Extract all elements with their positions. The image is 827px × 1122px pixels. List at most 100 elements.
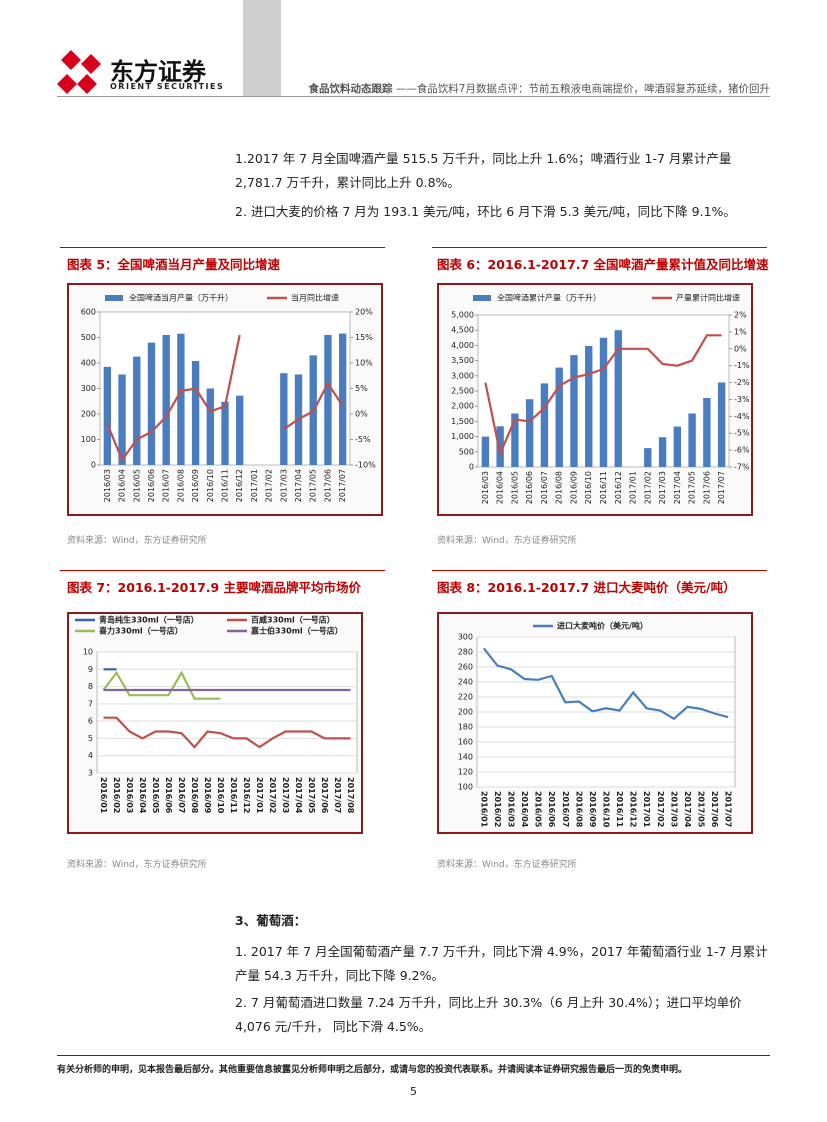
y2-tick-label: -6%: [734, 446, 750, 455]
x-tick-label: 2016/09: [588, 791, 597, 828]
bar: [324, 334, 332, 465]
paragraph: 1.2017 年 7 月全国啤酒产量 515.5 万千升，同比上升 1.6%；啤…: [235, 151, 732, 190]
chart-source: 资料来源：Wind，东方证券研究所: [67, 536, 207, 546]
bar: [191, 360, 200, 465]
chart-title: 图表 8：2016.1-2017.7 进口大麦吨价（美元/吨）: [437, 580, 736, 595]
header-rule: [57, 96, 770, 97]
y-tick-label: 120: [458, 768, 473, 777]
x-tick-label: 2016/03: [103, 469, 112, 502]
x-tick-label: 2017/04: [294, 777, 303, 814]
chart-source: 资料来源：Wind，东方证券研究所: [437, 536, 577, 546]
plot-area: [96, 651, 358, 774]
x-tick-label: 2016/06: [547, 791, 556, 828]
y-tick-label: 400: [81, 359, 96, 368]
x-tick-label: 2016/11: [599, 471, 608, 504]
x-tick-label: 2016/10: [216, 777, 225, 814]
y-tick-label: 3,000: [451, 371, 474, 380]
x-tick-label: 2016/11: [229, 777, 238, 814]
x-tick-label: 2016/07: [177, 777, 186, 813]
x-tick-label: 2016/10: [584, 471, 593, 504]
y-tick-label: 9: [88, 665, 93, 674]
chart: 0 500 1,000 1,500 2,000 2,500 3,000 3,500 4,000 4…: [437, 283, 753, 516]
legend-swatch: [473, 295, 491, 301]
x-tick-label: 2016/12: [614, 471, 623, 504]
y2-tick-label: 20%: [355, 308, 373, 317]
x-tick-label: 2017/06: [702, 471, 711, 504]
y-tick-label: 0: [91, 461, 96, 470]
bar: [644, 448, 652, 467]
brand: 东方证券: [110, 58, 206, 86]
x-tick-label: 2017/05: [309, 469, 318, 502]
bar: [481, 436, 490, 467]
x-tick-label: 2017/01: [629, 471, 638, 504]
x-tick-label: 2016/11: [221, 469, 230, 502]
legend-label: 全国啤酒累计产量（万千升）: [497, 293, 601, 303]
x-tick-label: 2017/06: [323, 469, 332, 502]
y-tick-label: 140: [458, 753, 473, 762]
chart-title: 图表 7：2016.1-2017.9 主要啤酒品牌平均市场价: [67, 580, 362, 595]
bar: [570, 355, 578, 467]
y2-tick-label: 2%: [734, 311, 747, 320]
chart: 100 120 140 160 180 200 220 240 260 280 300 2016/01…: [437, 612, 753, 834]
y2-tick-label: -10%: [355, 461, 376, 470]
footer-rule: [57, 1055, 770, 1056]
x-tick-label: 2016/01: [479, 791, 488, 828]
bar: [525, 399, 534, 467]
bar: [599, 337, 608, 467]
header-text: 食品饮料动态跟踪 ——食品饮料7月数据点评：节前五粮液电商端提价，啤酒弱复苏延续…: [290, 82, 770, 96]
chart-source: 资料来源：Wind，东方证券研究所: [437, 860, 577, 870]
y2-tick-label: -5%: [355, 435, 371, 444]
x-tick-label: 2016/07: [561, 791, 570, 827]
x-tick-label: 2016/04: [138, 777, 147, 814]
x-tick-label: 2017/02: [643, 471, 652, 504]
y-tick-label: 220: [458, 693, 473, 702]
paragraph: 2. 进口大麦的价格 7 月为 193.1 美元/吨，环比 6 月下滑 5.3 …: [235, 204, 736, 219]
y-tick-label: 4,500: [451, 326, 474, 335]
header-bar: [243, 0, 281, 96]
y-tick-label: 100: [81, 435, 96, 444]
x-tick-label: 2017/07: [717, 471, 726, 504]
y-tick-label: 10: [83, 648, 93, 657]
x-tick-label: 2016/07: [162, 469, 171, 502]
y-tick-label: 160: [458, 738, 473, 747]
legend-label: 嘉士伯330ml（一号店）: [250, 626, 343, 636]
y-tick-label: 8: [88, 682, 93, 691]
x-tick-label: 2016/05: [534, 791, 543, 828]
x-tick-label: 2017/05: [688, 471, 697, 504]
x-tick-label: 2017/02: [656, 791, 665, 827]
x-tick-label: 2016/05: [510, 471, 519, 504]
chart-rule: [432, 247, 767, 248]
x-tick-label: 2016/08: [555, 471, 564, 504]
x-tick-label: 2016/04: [520, 791, 529, 828]
line: [102, 670, 221, 700]
legend-label: 喜力330ml（一号店）: [99, 626, 183, 636]
bar: [496, 426, 504, 467]
y-tick-label: 3,500: [451, 356, 474, 365]
y-tick-label: 2,500: [451, 387, 474, 396]
legend-label: 当月同比增速: [291, 293, 339, 303]
legend-label: 全国啤酒当月产量（万千升）: [129, 293, 233, 303]
legend-label: 产量累计同比增速: [676, 293, 740, 303]
y-tick-label: 280: [458, 648, 473, 657]
legend-label: 百威330ml（一号店）: [251, 615, 335, 625]
x-tick-label: 2017/06: [710, 791, 719, 828]
paragraph: 2. 7 月葡萄酒进口数量 7.24 万千升，同比上升 30.3%（6 月上升 …: [235, 995, 742, 1034]
x-tick-label: 2016/08: [574, 791, 583, 828]
x-tick-label: 2016/12: [235, 469, 244, 502]
x-tick-label: 2017/06: [320, 777, 329, 814]
y-tick-label: 240: [458, 678, 473, 687]
line: [484, 334, 722, 458]
y2-tick-label: 0%: [734, 344, 747, 353]
x-tick-label: 2017/03: [658, 471, 667, 504]
page-number: 5: [410, 1085, 417, 1098]
y2-tick-label: -3%: [734, 395, 750, 404]
x-tick-label: 2016/05: [132, 469, 141, 502]
y-tick-label: 6: [88, 717, 93, 726]
x-tick-label: 2017/07: [333, 777, 342, 813]
y-tick-label: 300: [458, 633, 473, 642]
x-tick-label: 2016/02: [493, 791, 502, 827]
y2-tick-label: -4%: [734, 412, 750, 421]
y-tick-label: 1,500: [451, 417, 474, 426]
bar: [540, 383, 549, 467]
